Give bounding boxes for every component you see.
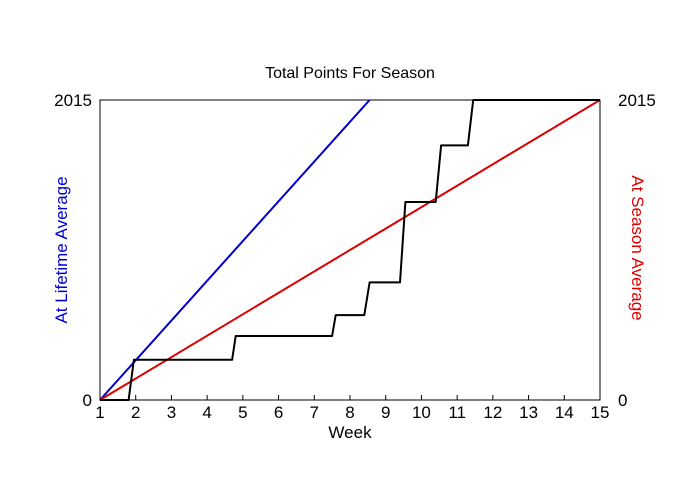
x-tick-label: 13 <box>519 403 538 422</box>
series-line-season <box>99 99 601 401</box>
x-axis-ticks: 1 2 3 4 5 6 7 8 9 10 11 12 13 14 15 <box>95 395 609 422</box>
x-tick-label: 2 <box>131 403 140 422</box>
x-tick-label: 12 <box>483 403 502 422</box>
x-tick-label: 8 <box>345 403 354 422</box>
x-tick-label: 9 <box>381 403 390 422</box>
x-tick-label: 10 <box>412 403 431 422</box>
x-tick-label: 6 <box>274 403 283 422</box>
y-tick-label-right: 2015 <box>618 91 656 110</box>
y-tick-label-left: 0 <box>83 391 92 410</box>
x-tick-label: 3 <box>167 403 176 422</box>
x-axis-label: Week <box>328 423 372 442</box>
y-axis-ticks: 0 0 2015 2015 <box>54 91 656 410</box>
x-tick-label: 1 <box>95 403 104 422</box>
y-tick-label-left: 2015 <box>54 91 92 110</box>
x-tick-label: 14 <box>555 403 574 422</box>
x-tick-label: 5 <box>238 403 247 422</box>
series-line-actual <box>100 99 600 401</box>
chart-title: Total Points For Season <box>265 65 435 82</box>
y-tick-label-right: 0 <box>618 391 627 410</box>
series-layer <box>99 99 601 401</box>
y-axis-label-right: At Season Average <box>628 175 647 320</box>
x-tick-label: 4 <box>202 403 211 422</box>
x-tick-label: 11 <box>448 403 466 422</box>
series-line-lifetime <box>99 99 371 401</box>
x-tick-label: 15 <box>591 403 610 422</box>
x-tick-label: 7 <box>310 403 319 422</box>
y-axis-label-left: At Lifetime Average <box>52 176 71 323</box>
